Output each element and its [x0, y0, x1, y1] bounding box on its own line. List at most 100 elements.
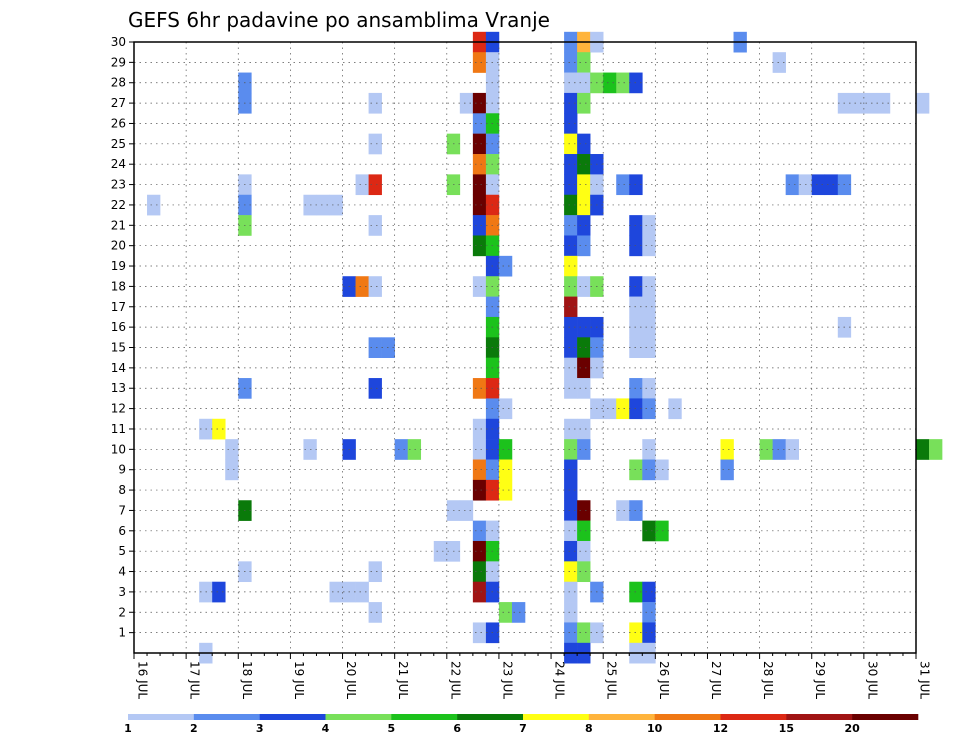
- heatmap-cell: [472, 418, 487, 440]
- heatmap-cell: [577, 561, 591, 583]
- heatmap-cell: [564, 439, 578, 460]
- colorbar-label: 6: [453, 722, 461, 735]
- y-tick-label: 11: [111, 422, 126, 436]
- heatmap-cell: [642, 316, 656, 338]
- y-tick-label: 17: [111, 300, 126, 314]
- x-tick-label: 18 JUL: [240, 661, 254, 699]
- heatmap-cell: [772, 52, 786, 73]
- heatmap-cell: [785, 174, 799, 196]
- heatmap-cell: [577, 500, 591, 521]
- heatmap-cell: [772, 439, 786, 460]
- colorbar-label: 2: [190, 722, 198, 735]
- heatmap-cell: [616, 174, 630, 196]
- heatmap-cell: [472, 52, 487, 73]
- heatmap-cell: [564, 378, 578, 399]
- heatmap-cell: [472, 479, 487, 501]
- heatmap-cell: [577, 378, 591, 399]
- heatmap-cell: [329, 194, 343, 216]
- heatmap-cell: [655, 520, 669, 542]
- y-tick-label: 10: [111, 442, 126, 456]
- colorbar-label: 7: [519, 722, 527, 735]
- heatmap-cell: [929, 439, 943, 460]
- heatmap-cell: [212, 581, 226, 603]
- y-tick-label: 29: [111, 55, 126, 69]
- heatmap-cell: [564, 418, 578, 440]
- heatmap-cell: [564, 276, 578, 297]
- heatmap-cell: [472, 378, 487, 399]
- heatmap-cell: [498, 479, 513, 501]
- heatmap-cell: [355, 174, 369, 196]
- plot-grid: [134, 41, 916, 653]
- y-tick-label: 3: [118, 585, 126, 599]
- heatmap-cell: [368, 215, 382, 236]
- colorbar-label: 20: [845, 722, 861, 735]
- heatmap-cell: [642, 602, 656, 623]
- heatmap-cell: [368, 174, 382, 196]
- y-tick-label: 15: [111, 341, 126, 355]
- heatmap-cell: [720, 439, 734, 460]
- heatmap-cell: [642, 215, 656, 236]
- heatmap-cell: [577, 418, 591, 440]
- heatmap-cell: [564, 235, 578, 257]
- heatmap-cell: [564, 357, 578, 379]
- colorbar-swatch: [654, 714, 721, 720]
- heatmap-cell: [655, 459, 669, 481]
- y-tick-label: 26: [111, 116, 126, 130]
- heatmap-cell: [472, 92, 487, 114]
- heatmap-cell: [603, 72, 617, 94]
- heatmap-cell: [642, 337, 656, 358]
- colorbar-label: 1: [124, 722, 132, 735]
- heatmap-cell: [564, 154, 578, 175]
- heatmap-cell: [394, 439, 408, 460]
- heatmap-cell: [642, 235, 656, 257]
- heatmap-cell: [368, 276, 382, 297]
- y-tick-label: 12: [111, 402, 126, 416]
- heatmap-cell: [577, 520, 591, 542]
- x-tick-label: 19 JUL: [292, 661, 306, 699]
- x-tick-label: 31 JUL: [918, 661, 932, 699]
- heatmap-cell: [577, 72, 591, 94]
- colorbar-label: 4: [322, 722, 330, 735]
- colorbar-swatch: [325, 714, 392, 720]
- heatmap-cell: [577, 154, 591, 175]
- colorbar-swatch: [128, 714, 195, 720]
- heatmap-cell: [472, 622, 487, 644]
- x-tick-label: 17 JUL: [188, 661, 202, 699]
- heatmap-cell: [577, 337, 591, 358]
- heatmap-cell: [498, 255, 513, 277]
- heatmap-cell: [433, 540, 448, 562]
- x-tick-label: 29 JUL: [813, 661, 827, 699]
- heatmap-cell: [616, 398, 630, 420]
- colorbar-swatch: [720, 714, 787, 720]
- heatmap-cell: [564, 602, 578, 623]
- heatmap-cell: [564, 520, 578, 542]
- heatmap-cell: [472, 276, 487, 297]
- heatmap-cell: [564, 255, 578, 277]
- y-tick-label: 14: [111, 361, 126, 375]
- heatmap-cell: [668, 398, 682, 420]
- y-tick-label: 8: [118, 483, 126, 497]
- y-tick-label: 30: [111, 35, 126, 49]
- y-tick-label: 28: [111, 76, 126, 90]
- heatmap-cell: [916, 439, 930, 460]
- heatmap-cell: [472, 113, 487, 134]
- colorbar: 1 2 3 4 5 6 7 8 10 12 15 20: [124, 714, 919, 735]
- heatmap-cell: [498, 602, 513, 623]
- heatmap-cell: [564, 500, 578, 521]
- colorbar-label: 8: [585, 722, 593, 735]
- heatmap-cell: [498, 459, 513, 481]
- heatmap-cell: [811, 174, 826, 196]
- y-tick-label: 7: [118, 503, 126, 517]
- heatmap-cell: [564, 581, 578, 603]
- heatmap-cell: [564, 215, 578, 236]
- heatmap-cell: [368, 337, 382, 358]
- x-tick-label: 30 JUL: [865, 661, 879, 699]
- heatmap-cell: [368, 378, 382, 399]
- y-tick-label: 23: [111, 178, 126, 192]
- heatmap-cell: [577, 174, 591, 196]
- y-tick-label: 24: [111, 157, 126, 171]
- heatmap-cell: [472, 520, 487, 542]
- heatmap-cell: [329, 581, 343, 603]
- heatmap-cell: [642, 296, 656, 318]
